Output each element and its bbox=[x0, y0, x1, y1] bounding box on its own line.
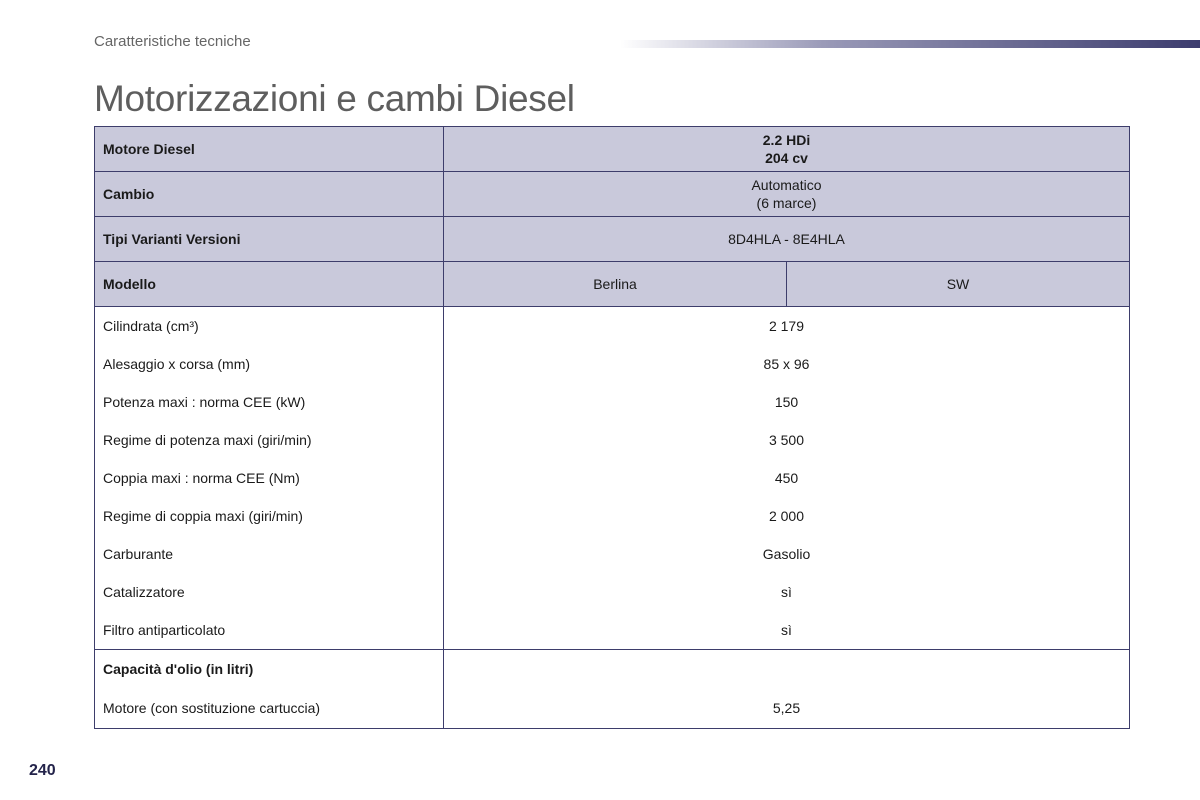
gearbox-value: Automatico (6 marce) bbox=[443, 171, 1130, 217]
oil-heading: Capacità d'olio (in litri) bbox=[94, 649, 444, 688]
spec-value: 150 bbox=[443, 383, 1130, 421]
section-label: Caratteristiche tecniche bbox=[94, 33, 251, 50]
spec-value: sì bbox=[443, 573, 1130, 611]
table-row: Potenza maxi : norma CEE (kW) 150 bbox=[94, 383, 1130, 421]
variants-row: Tipi Varianti Versioni 8D4HLA - 8E4HLA bbox=[94, 216, 1130, 262]
model-label: Modello bbox=[94, 261, 444, 307]
gearbox-type: Automatico bbox=[751, 177, 822, 193]
model-row: Modello Berlina SW bbox=[94, 261, 1130, 307]
table-row: Cilindrata (cm³) 2 179 bbox=[94, 306, 1130, 345]
spec-value: 2 000 bbox=[443, 497, 1130, 535]
spec-label: Alesaggio x corsa (mm) bbox=[94, 345, 444, 383]
variants-label: Tipi Varianti Versioni bbox=[94, 216, 444, 262]
gearbox-row: Cambio Automatico (6 marce) bbox=[94, 171, 1130, 217]
spec-value: 450 bbox=[443, 459, 1130, 497]
spec-label: Regime di coppia maxi (giri/min) bbox=[94, 497, 444, 535]
spec-table: Motore Diesel 2.2 HDi 204 cv Cambio Auto… bbox=[94, 126, 1130, 729]
spec-label: Cilindrata (cm³) bbox=[94, 306, 444, 345]
table-row: Regime di coppia maxi (giri/min) 2 000 bbox=[94, 497, 1130, 535]
engine-name: 2.2 HDi bbox=[762, 132, 811, 148]
table-row: Alesaggio x corsa (mm) 85 x 96 bbox=[94, 345, 1130, 383]
table-row: Regime di potenza maxi (giri/min) 3 500 bbox=[94, 421, 1130, 459]
oil-label: Motore (con sostituzione cartuccia) bbox=[94, 688, 444, 729]
spec-value: Gasolio bbox=[443, 535, 1130, 573]
spec-value: 3 500 bbox=[443, 421, 1130, 459]
oil-value: 5,25 bbox=[443, 688, 1130, 729]
gearbox-gears: (6 marce) bbox=[756, 195, 817, 211]
table-row: Catalizzatore sì bbox=[94, 573, 1130, 611]
spec-label: Potenza maxi : norma CEE (kW) bbox=[94, 383, 444, 421]
table-row: Filtro antiparticolato sì bbox=[94, 611, 1130, 650]
spec-label: Catalizzatore bbox=[94, 573, 444, 611]
oil-heading-empty bbox=[443, 649, 1130, 688]
header-gradient-bar bbox=[620, 40, 1200, 48]
spec-value: 85 x 96 bbox=[443, 345, 1130, 383]
engine-row: Motore Diesel 2.2 HDi 204 cv bbox=[94, 126, 1130, 172]
page-number: 240 bbox=[29, 762, 56, 779]
page-title: Motorizzazioni e cambi Diesel bbox=[94, 78, 575, 119]
table-row: Coppia maxi : norma CEE (Nm) 450 bbox=[94, 459, 1130, 497]
gearbox-label: Cambio bbox=[94, 171, 444, 217]
table-row: Carburante Gasolio bbox=[94, 535, 1130, 573]
variants-value: 8D4HLA - 8E4HLA bbox=[443, 216, 1130, 262]
oil-heading-row: Capacità d'olio (in litri) bbox=[94, 649, 1130, 688]
engine-label: Motore Diesel bbox=[94, 126, 444, 172]
table-row: Motore (con sostituzione cartuccia) 5,25 bbox=[94, 688, 1130, 729]
engine-value: 2.2 HDi 204 cv bbox=[443, 126, 1130, 172]
spec-value: 2 179 bbox=[443, 306, 1130, 345]
model-berlina: Berlina bbox=[443, 261, 787, 307]
spec-label: Regime di potenza maxi (giri/min) bbox=[94, 421, 444, 459]
spec-label: Coppia maxi : norma CEE (Nm) bbox=[94, 459, 444, 497]
spec-value: sì bbox=[443, 611, 1130, 650]
spec-label: Filtro antiparticolato bbox=[94, 611, 444, 650]
engine-power: 204 cv bbox=[765, 150, 808, 166]
spec-label: Carburante bbox=[94, 535, 444, 573]
model-sw: SW bbox=[786, 261, 1130, 307]
